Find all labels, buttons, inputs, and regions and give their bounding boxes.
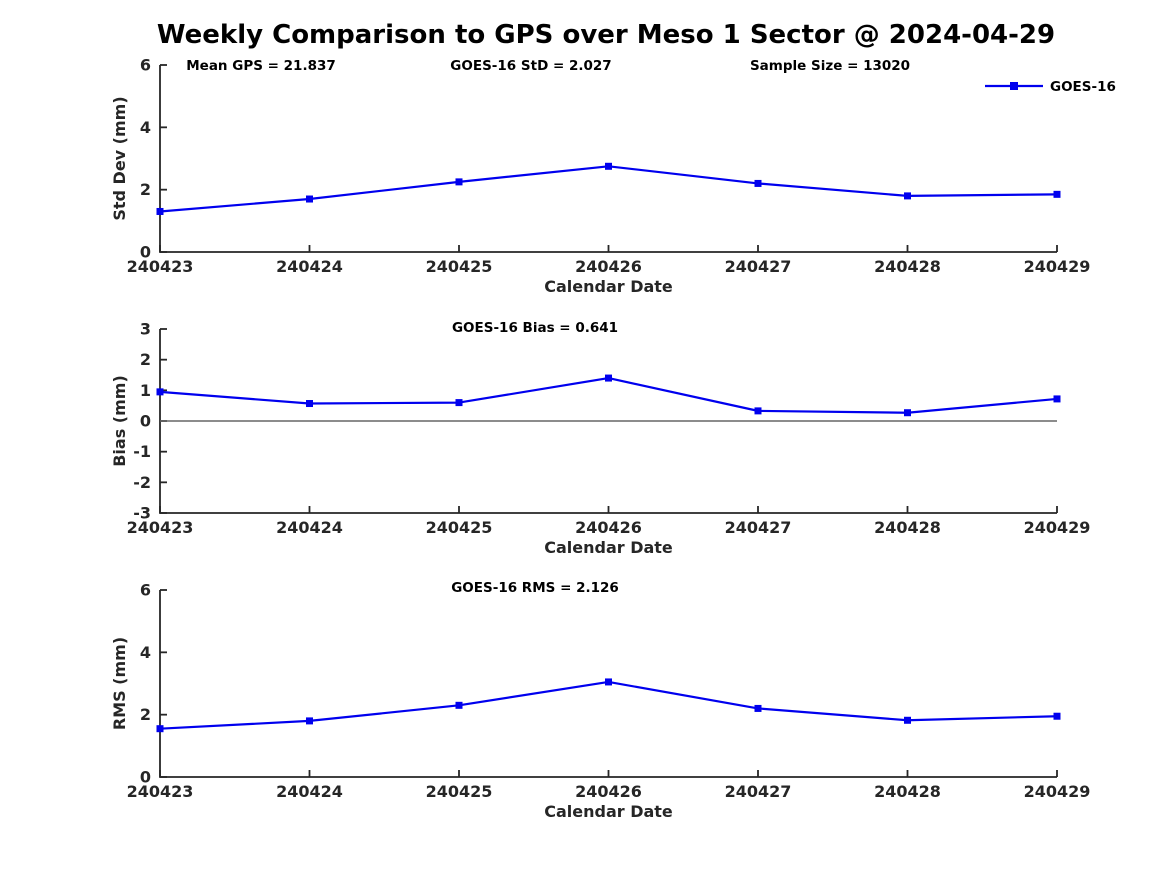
data-marker — [754, 179, 762, 187]
x-tick-label: 240427 — [725, 518, 792, 537]
x-tick-label: 240425 — [426, 518, 493, 537]
x-tick-label: 240424 — [276, 518, 343, 537]
y-tick-label: -1 — [133, 442, 151, 461]
data-marker — [156, 207, 164, 215]
data-marker — [306, 400, 313, 408]
data-marker — [1053, 395, 1061, 403]
y-tick-label: 3 — [140, 320, 151, 339]
legend: GOES-16 — [985, 79, 1116, 95]
y-tick-label: 6 — [140, 581, 151, 600]
y-tick-label: 6 — [140, 56, 151, 75]
data-marker — [306, 717, 313, 725]
x-tick-label: 240429 — [1024, 257, 1091, 276]
x-axis-label: Calendar Date — [544, 538, 673, 557]
data-marker — [605, 162, 612, 170]
legend-marker — [1010, 82, 1018, 90]
data-marker — [156, 725, 164, 733]
stat-annotation: GOES-16 StD = 2.027 — [450, 58, 611, 74]
y-tick-label: 2 — [140, 350, 151, 369]
data-marker — [754, 704, 762, 712]
data-marker — [904, 192, 911, 200]
axis-spines — [159, 65, 1057, 253]
y-tick-label: 0 — [140, 243, 151, 262]
x-tick-label: 240428 — [874, 518, 941, 537]
series-line-goes-16 — [159, 376, 1058, 414]
x-tick-label: 240424 — [276, 257, 343, 276]
x-tick-label: 240425 — [426, 257, 493, 276]
series-line-goes-16 — [159, 165, 1058, 213]
data-marker — [1053, 712, 1061, 720]
data-marker — [455, 178, 463, 186]
y-tick-label: 4 — [140, 643, 151, 662]
stat-annotation: GOES-16 RMS = 2.126 — [451, 580, 619, 596]
data-marker — [455, 399, 463, 407]
x-tick-label: 240428 — [874, 257, 941, 276]
x-tick-label: 240427 — [725, 257, 792, 276]
data-marker — [754, 407, 762, 415]
y-tick-label: 0 — [140, 768, 151, 787]
y-tick-label: 2 — [140, 705, 151, 724]
x-tick-label: 240429 — [1024, 518, 1091, 537]
page-title: Weekly Comparison to GPS over Meso 1 Sec… — [157, 20, 1055, 50]
x-tick-label: 240425 — [426, 782, 493, 801]
x-tick-label: 240428 — [874, 782, 941, 801]
y-tick-label: 1 — [140, 381, 151, 400]
data-marker — [156, 388, 164, 396]
y-tick-label: -3 — [133, 504, 151, 523]
x-tick-label: 240424 — [276, 782, 343, 801]
x-tick-label: 240426 — [575, 518, 642, 537]
x-axis-label: Calendar Date — [544, 802, 673, 821]
x-tick-label: 240429 — [1024, 782, 1091, 801]
x-axis-label: Calendar Date — [544, 277, 673, 296]
x-tick-label: 240426 — [575, 782, 642, 801]
y-axis-label: Bias (mm) — [110, 375, 129, 467]
stat-annotation: Mean GPS = 21.837 — [186, 58, 336, 74]
y-tick-label: 4 — [140, 118, 151, 137]
y-tick-label: 0 — [140, 412, 151, 431]
x-tick-label: 240423 — [127, 782, 194, 801]
x-tick-label: 240423 — [127, 518, 194, 537]
x-tick-label: 240423 — [127, 257, 194, 276]
legend-label: GOES-16 — [1050, 79, 1116, 95]
x-tick-label: 240427 — [725, 782, 792, 801]
data-marker — [455, 701, 463, 709]
data-marker — [306, 195, 313, 203]
stat-annotation: Sample Size = 13020 — [750, 58, 910, 74]
data-marker — [904, 716, 911, 724]
data-marker — [904, 409, 911, 417]
chart-std-dev: 0 2 4 6 240423 240424 240425 240426 240427 240428… — [110, 56, 1116, 297]
chart-rms: 0 2 4 6 240423 240424 240425 240426 240427 240428… — [110, 580, 1090, 821]
y-tick-label: -2 — [133, 473, 151, 492]
data-marker — [605, 678, 612, 686]
data-marker — [605, 374, 612, 382]
y-axis-label: RMS (mm) — [110, 637, 129, 730]
x-tick-label: 240426 — [575, 257, 642, 276]
y-tick-label: 2 — [140, 180, 151, 199]
y-axis-label: Std Dev (mm) — [110, 96, 129, 220]
data-marker — [1053, 190, 1061, 198]
stat-annotation: GOES-16 Bias = 0.641 — [452, 320, 618, 336]
series-line-goes-16 — [159, 680, 1058, 730]
